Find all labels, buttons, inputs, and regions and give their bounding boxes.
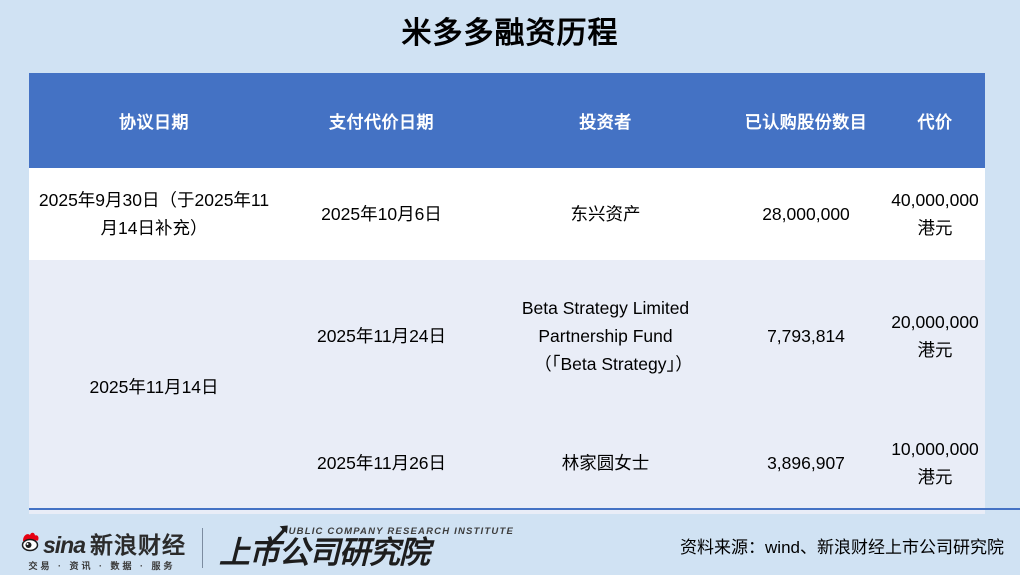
cell-investor: 东兴资产 [484,168,727,260]
investor-name-line: Beta Strategy Limited [521,298,690,318]
source-note: 资料来源：wind、新浪财经上市公司研究院 [680,538,1004,557]
column-header-agreement-date: 协议日期 [29,73,279,168]
institute-chinese-name: 上市公司研究院 [219,524,430,571]
cell-agreement-date: 2025年9月30日（于2025年11月14日补充） [29,168,279,260]
footer: sina 新浪财经 交易 · 资讯 · 数据 · 服务 PUBLIC COMPA… [0,515,1020,575]
footer-logo-group: sina 新浪财经 交易 · 资讯 · 数据 · 服务 PUBLIC COMPA… [18,521,514,575]
price-currency-unit: 港元 [917,467,953,487]
table-row: 2025年9月30日（于2025年11月14日补充） 2025年10月6日 东兴… [29,168,985,260]
column-header-shares: 已认购股份数目 [727,73,885,168]
funding-table-container: 协议日期 支付代价日期 投资者 已认购股份数目 代价 2025年9月30日（于2… [29,73,985,514]
investor-name-line: 东兴资产 [570,204,641,224]
research-institute-logo: PUBLIC COMPANY RESEARCH INSTITUTE 上市公司研究… [219,524,514,571]
cell-payment-date: 2025年10月6日 [279,168,484,260]
cell-price: 10,000,000 港元 [885,412,985,514]
cell-payment-date: 2025年11月24日 [279,260,484,412]
cell-shares: 28,000,000 [727,168,885,260]
cell-investor: 林家圆女士 [484,412,727,514]
institute-chinese-name-text: 上市公司研究院 [219,534,430,570]
sina-finance-logo: sina 新浪财经 交易 · 资讯 · 数据 · 服务 [18,525,200,572]
investor-name-line: 林家圆女士 [561,453,650,473]
cell-investor: Beta Strategy Limited Partnership Fund （… [484,260,727,412]
upward-arrow-icon [267,524,288,548]
table-body: 2025年9月30日（于2025年11月14日补充） 2025年10月6日 东兴… [29,168,985,514]
price-amount: 10,000,000 [891,439,979,459]
sina-flame-eye-icon [21,532,39,551]
price-currency-unit: 港元 [917,340,953,360]
investor-alias-line: （「Beta Strategy」） [534,354,693,374]
table-header: 协议日期 支付代价日期 投资者 已认购股份数目 代价 [29,73,985,168]
cell-agreement-date-merged: 2025年11月14日 [29,260,279,514]
cell-shares: 3,896,907 [727,412,885,514]
sina-chinese-name: 新浪财经 [90,531,187,558]
logo-divider [202,528,204,568]
column-header-investor: 投资者 [484,73,727,168]
sina-wordmark: sina [43,531,86,558]
sina-tagline: 交易 · 资讯 · 数据 · 服务 [28,560,176,571]
price-amount: 20,000,000 [891,312,979,332]
price-currency-unit: 港元 [917,218,953,238]
cell-payment-date: 2025年11月26日 [279,412,484,514]
table-row: 2025年11月14日 2025年11月24日 Beta Strategy Li… [29,260,985,514]
cell-shares: 7,793,814 [727,260,885,412]
column-header-payment-date: 支付代价日期 [279,73,484,168]
table-bottom-divider [29,508,1020,510]
table-row: 2025年11月26日 林家圆女士 3,896,907 10,000,000 港… [29,412,985,514]
investor-name-line: Partnership Fund [538,326,673,346]
price-amount: 40,000,000 [891,190,979,210]
sina-logo-main: sina 新浪财经 [18,525,186,557]
column-header-price: 代价 [885,73,985,168]
funding-history-table: 协议日期 支付代价日期 投资者 已认购股份数目 代价 2025年9月30日（于2… [29,73,985,514]
page-title: 米多多融资历程 [401,17,619,50]
cell-price: 20,000,000 港元 [885,260,985,412]
institute-english-name: PUBLIC COMPANY RESEARCH INSTITUTE [281,525,514,537]
cell-price: 40,000,000 港元 [885,168,985,260]
table-header-row: 协议日期 支付代价日期 投资者 已认购股份数目 代价 [29,73,985,168]
